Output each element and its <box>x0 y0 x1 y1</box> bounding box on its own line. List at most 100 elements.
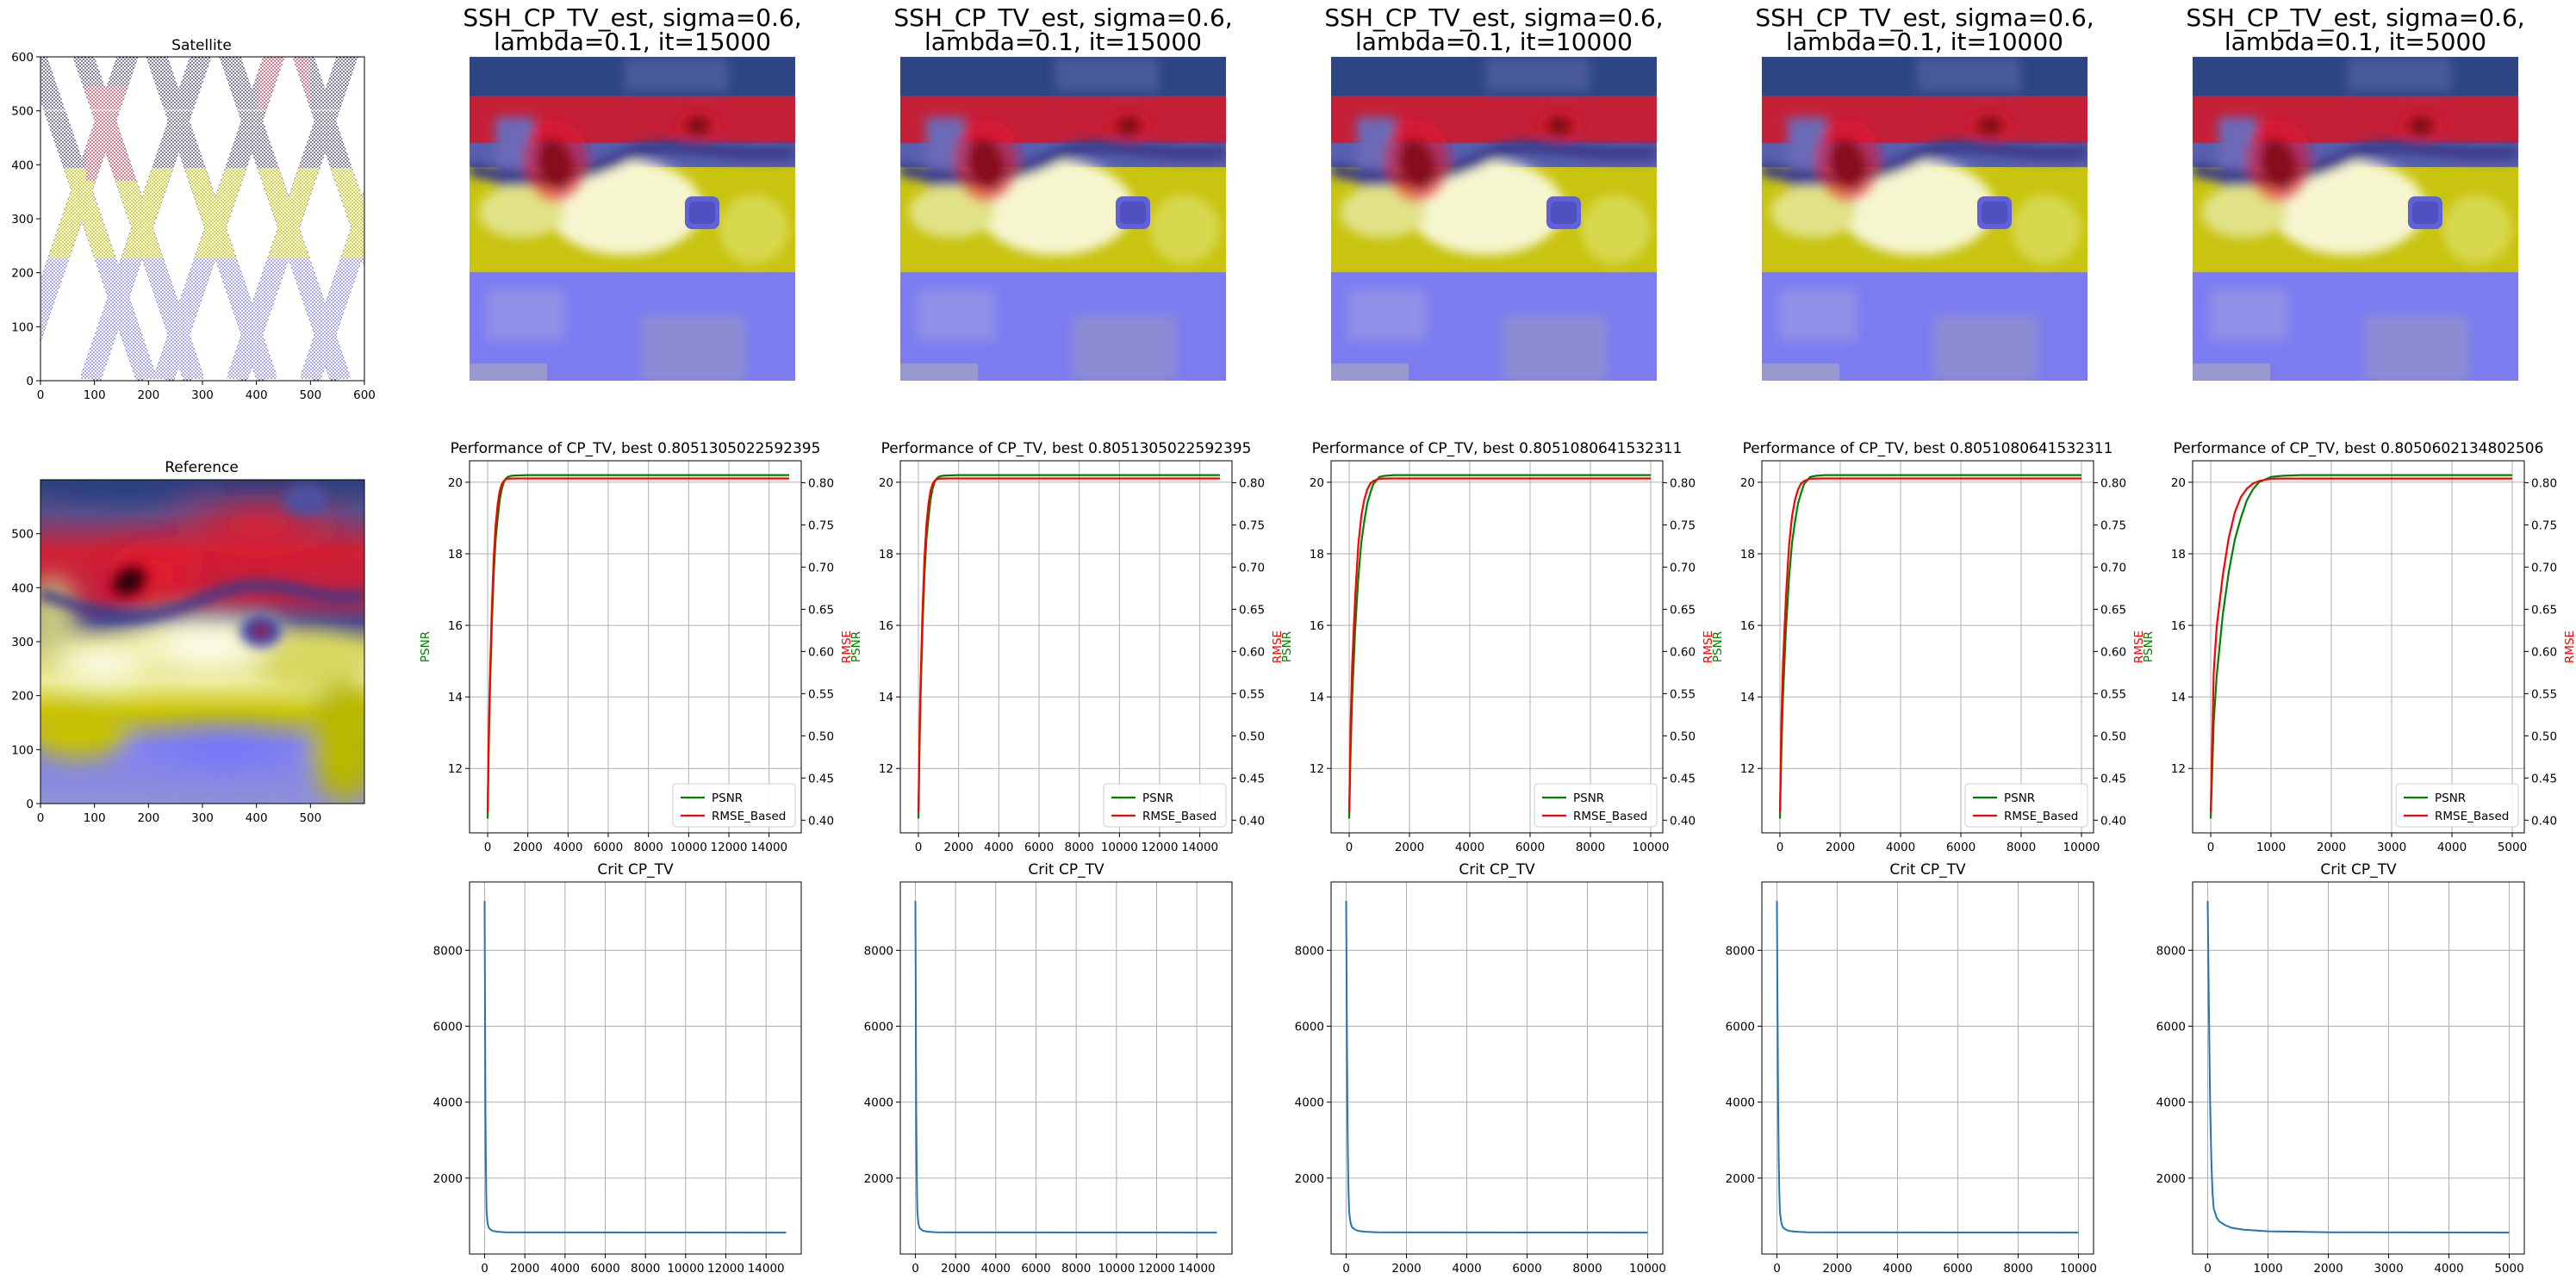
x-tick-label: 2000 <box>510 1262 539 1276</box>
performance-title: Performance of CP_TV, best 0.80510806415… <box>1312 440 1683 457</box>
legend: PSNR RMSE_Based <box>1103 783 1227 828</box>
x-tick-label: 0 <box>37 811 45 825</box>
estimate-panel-4: SSH_CP_TV_est, sigma=0.6,lambda=0.1, it=… <box>1755 3 2094 381</box>
legend-label: RMSE_Based <box>1142 810 1216 823</box>
y-tick-label: 4000 <box>433 1096 463 1110</box>
ylabel-left: PSNR <box>2142 631 2156 662</box>
performance-title: Performance of CP_TV, best 0.80510806415… <box>1743 440 2113 457</box>
crit-series-line <box>1776 900 2079 1234</box>
x-tick-label: 6000 <box>590 1262 619 1276</box>
estimate-title-line-2: lambda=0.1, it=5000 <box>2224 28 2486 56</box>
crit-plot-3: Crit CP_TV 0 2000 4000 6000 8000 10000 2000 4000… <box>1295 861 1666 1276</box>
x-tick-label: 10000 <box>1633 841 1670 854</box>
y-tick-right-label: 0.60 <box>1670 645 1696 659</box>
y-tick-left-label: 16 <box>1740 619 1755 633</box>
x-tick-label: 8000 <box>631 1262 660 1276</box>
y-tick-label: 400 <box>11 581 34 595</box>
performance-plot-2: Performance of CP_TV, best 0.80513050225… <box>849 440 1285 854</box>
y-tick-right-label: 0.40 <box>2100 814 2126 828</box>
x-tick-label: 2000 <box>1822 1262 1851 1276</box>
x-tick-label: 3000 <box>2377 841 2406 854</box>
y-tick-right-label: 0.45 <box>1670 772 1696 785</box>
y-tick-right-label: 0.55 <box>1239 687 1265 701</box>
y-tick-right-label: 0.45 <box>1239 772 1265 785</box>
y-tick-right-label: 0.70 <box>1239 561 1265 574</box>
x-tick-label: 8000 <box>633 841 663 854</box>
y-tick-right-label: 0.55 <box>1670 687 1696 701</box>
reference-axes: 0 100 200 300 400 500 0 100 200 300 400 500 <box>11 528 321 825</box>
x-tick-label: 4000 <box>551 1262 580 1276</box>
estimate-panels: SSH_CP_TV_est, sigma=0.6,lambda=0.1, it=… <box>463 3 2525 381</box>
crit-series-line <box>1345 900 1648 1234</box>
plot-frame <box>1330 881 1664 1255</box>
series-line-rmse_based <box>486 477 789 812</box>
x-tick-label: 5000 <box>2498 841 2527 854</box>
x-tick-label: 0 <box>2204 1262 2212 1276</box>
y-tick-left-label: 14 <box>1740 691 1755 705</box>
legend-label: PSNR <box>2435 792 2466 805</box>
x-tick-label: 0 <box>1342 1262 1350 1276</box>
y-tick-left-label: 12 <box>448 762 463 776</box>
y-tick-right-label: 0.65 <box>2100 603 2126 617</box>
estimate-title-line-1: SSH_CP_TV_est, sigma=0.6, <box>1324 3 1663 32</box>
crit-title: Crit CP_TV <box>597 861 674 879</box>
x-tick-label: 4000 <box>984 841 1013 854</box>
crit-plot-2: Crit CP_TV 0 2000 4000 6000 8000 10000 12000 140… <box>864 861 1233 1276</box>
y-tick-right-label: 0.50 <box>2531 730 2557 743</box>
y-tick-label: 300 <box>11 636 34 649</box>
estimate-panel-5: SSH_CP_TV_est, sigma=0.6,lambda=0.1, it=… <box>2186 3 2525 381</box>
crit-title: Crit CP_TV <box>1459 861 1535 879</box>
x-tick-label: 10000 <box>1629 1262 1666 1276</box>
y-tick-label: 2000 <box>864 1172 893 1186</box>
legend-label: RMSE_Based <box>712 810 786 823</box>
ylabel-right: RMSE <box>840 630 854 663</box>
y-tick-label: 6000 <box>1726 1021 1755 1034</box>
estimate-image <box>1762 57 2088 381</box>
y-tick-right-label: 0.75 <box>2100 518 2126 532</box>
x-tick-label: 0 <box>1773 1262 1781 1276</box>
performance-plot-1: Performance of CP_TV, best 0.80513050225… <box>419 440 854 854</box>
y-tick-right-label: 0.70 <box>1670 561 1696 574</box>
x-tick-label: 0 <box>481 1262 488 1276</box>
x-tick-label: 4000 <box>553 841 582 854</box>
y-tick-left-label: 20 <box>1740 476 1755 490</box>
y-tick-left-label: 12 <box>1740 762 1755 776</box>
estimate-image <box>2193 57 2518 381</box>
x-tick-label: 12000 <box>711 841 748 854</box>
estimate-title-line-2: lambda=0.1, it=10000 <box>1355 28 1633 56</box>
y-tick-left-label: 20 <box>879 476 893 490</box>
x-tick-label: 4000 <box>2434 1262 2463 1276</box>
legend: PSNR RMSE_Based <box>672 783 796 828</box>
x-tick-label: 4000 <box>1452 1262 1481 1276</box>
legend-label: PSNR <box>2004 792 2035 805</box>
y-tick-label: 4000 <box>2156 1096 2186 1110</box>
y-tick-left-label: 14 <box>2171 691 2186 705</box>
ylabel-left: PSNR <box>1280 631 1294 662</box>
plot-frame <box>2192 460 2525 834</box>
crit-panels: Crit CP_TV0 2000 4000 6000 8000 10000 12000 140… <box>433 861 2525 1276</box>
y-tick-label: 2000 <box>2156 1172 2186 1186</box>
x-tick-label: 2000 <box>1395 841 1424 854</box>
x-tick-label: 2000 <box>2317 841 2346 854</box>
y-tick-left-label: 14 <box>879 691 893 705</box>
y-tick-label: 4000 <box>864 1096 893 1110</box>
x-tick-label: 6000 <box>1024 841 1054 854</box>
estimate-title-line-1: SSH_CP_TV_est, sigma=0.6, <box>2186 3 2524 32</box>
x-tick-label: 4000 <box>2437 841 2467 854</box>
y-tick-right-label: 0.80 <box>2531 476 2557 490</box>
x-tick-label: 4000 <box>1882 1262 1912 1276</box>
y-tick-left-label: 18 <box>879 548 893 562</box>
y-tick-label: 4000 <box>1295 1096 1324 1110</box>
legend-label: PSNR <box>1573 792 1604 805</box>
x-tick-label: 6000 <box>1946 841 1976 854</box>
x-tick-label: 10000 <box>2060 1262 2097 1276</box>
y-tick-left-label: 12 <box>879 762 893 776</box>
crit-plot-4: Crit CP_TV 0 2000 4000 6000 8000 10000 2000 4000… <box>1726 861 2097 1276</box>
series-line-psnr <box>1347 474 1651 819</box>
crit-series-line <box>483 900 787 1234</box>
x-tick-label: 400 <box>246 811 268 825</box>
series-line-psnr <box>486 474 789 819</box>
reference-image <box>40 480 364 804</box>
estimate-panel-3: SSH_CP_TV_est, sigma=0.6,lambda=0.1, it=… <box>1324 3 1664 381</box>
